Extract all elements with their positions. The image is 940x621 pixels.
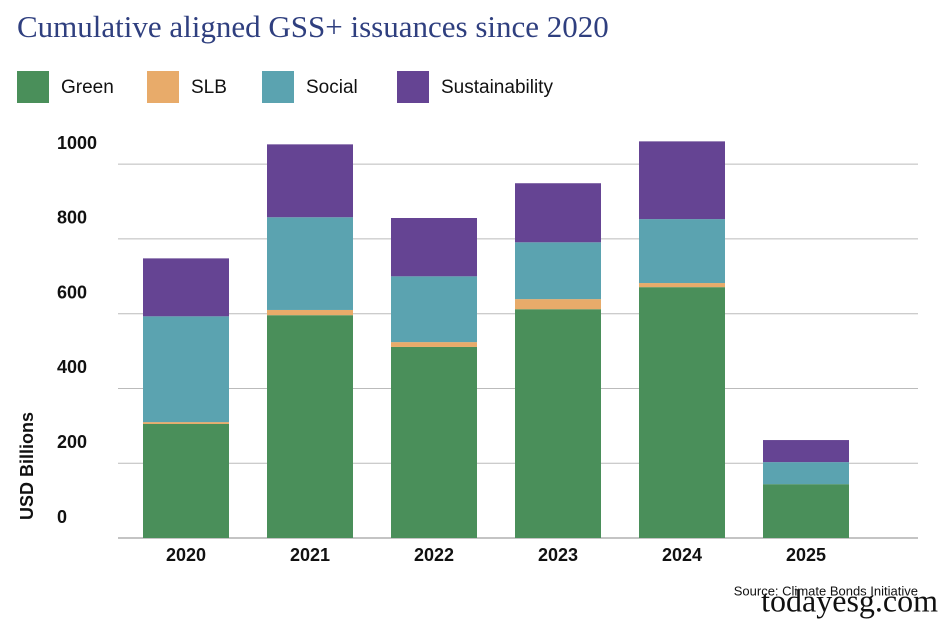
legend-swatch <box>262 71 294 103</box>
bar-segment <box>515 242 601 300</box>
x-tick-label: 2023 <box>538 545 578 565</box>
x-tick-label: 2025 <box>786 545 826 565</box>
bar-segment <box>391 276 477 343</box>
bar-segment <box>515 299 601 310</box>
bar-segment <box>391 342 477 347</box>
bar-segment <box>639 219 725 284</box>
chart-title: Cumulative aligned GSS+ issuances since … <box>17 9 609 44</box>
y-tick-label: 0 <box>57 507 67 527</box>
bar-segment <box>143 258 229 317</box>
legend-label: Green <box>61 77 114 98</box>
y-axis-label: USD Billions <box>17 412 37 520</box>
y-tick-label: 600 <box>57 282 87 302</box>
bar-segment <box>391 346 477 538</box>
bar-segment <box>763 484 849 538</box>
x-tick-label: 2021 <box>290 545 330 565</box>
bar-segment <box>391 218 477 277</box>
y-tick-label: 200 <box>57 432 87 452</box>
watermark: todayesg.com <box>761 582 938 618</box>
legend-label: Social <box>306 77 358 98</box>
bar-segment <box>267 217 353 310</box>
bar-segment <box>267 309 353 316</box>
y-tick-label: 800 <box>57 208 87 228</box>
legend-swatch <box>397 71 429 103</box>
bar-segment <box>143 423 229 538</box>
y-tick-label: 400 <box>57 357 87 377</box>
bar-segment <box>143 422 229 424</box>
bar-segment <box>763 440 849 463</box>
bar-segment <box>639 283 725 288</box>
bar-segment <box>763 462 849 485</box>
x-tick-label: 2024 <box>662 545 702 565</box>
bar-segment <box>267 315 353 538</box>
source: Source: Climate Bonds Initiative <box>734 583 918 598</box>
y-tick-label: 1000 <box>57 133 97 153</box>
legend-swatch <box>147 71 179 103</box>
legend-label: Sustainability <box>441 77 553 98</box>
x-tick-label: 2020 <box>166 545 206 565</box>
bar-segment <box>143 316 229 423</box>
bar-segment <box>515 309 601 538</box>
bar-segment <box>639 141 725 220</box>
legend-label: SLB <box>191 77 227 98</box>
bar-segment <box>515 183 601 243</box>
x-tick-label: 2022 <box>414 545 454 565</box>
bar-segment <box>267 144 353 218</box>
legend-swatch <box>17 71 49 103</box>
bar-segment <box>639 287 725 538</box>
